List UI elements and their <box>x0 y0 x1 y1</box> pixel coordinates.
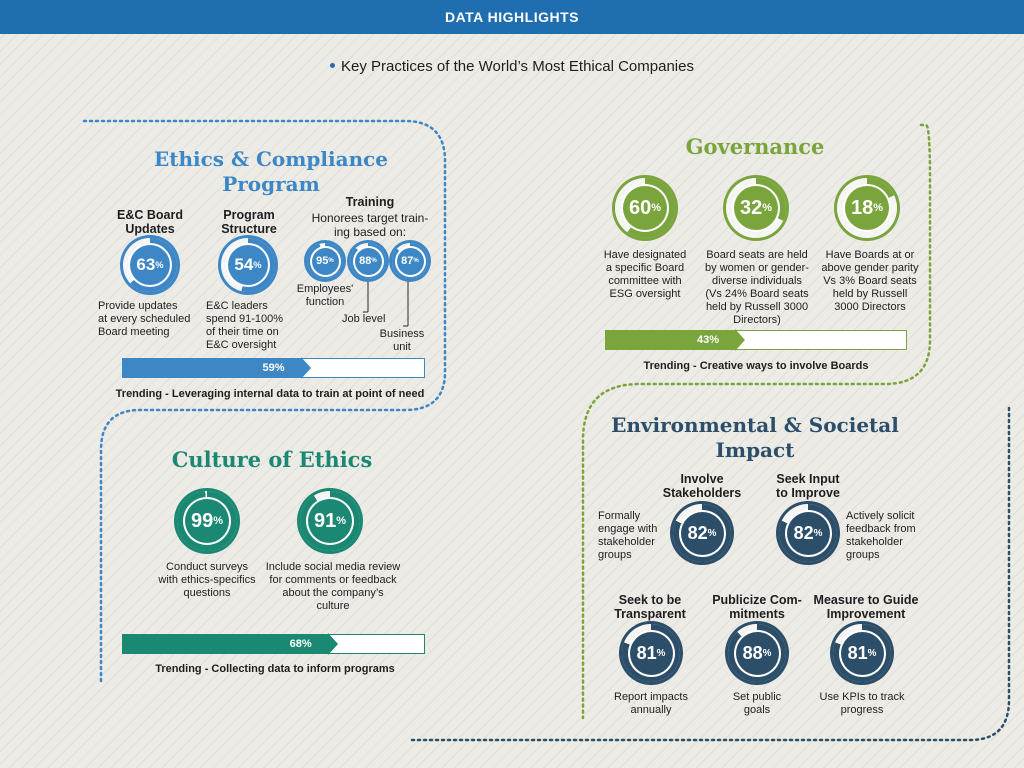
governance-parity-desc: Have Boards at or above gender parity Vs… <box>821 249 919 313</box>
culture-surveys-desc: Conduct surveys with ethics-specifics qu… <box>158 561 256 599</box>
ethics-trend-text: Trending - Leveraging internal data to t… <box>115 388 425 400</box>
culture-trend-bar: 68% <box>122 633 425 655</box>
governance-diverse-desc: Board seats are held by women or gender-… <box>705 249 809 326</box>
governance-diverse-ring: 32% <box>726 178 786 238</box>
publicize-desc: Set public goals <box>732 691 782 716</box>
governance-trend-bar: 43% <box>605 329 907 351</box>
env-frame <box>408 406 1011 742</box>
board-updates-heading: E&C Board Updates <box>117 208 183 236</box>
training-business-unit-ring: 87% <box>392 243 428 279</box>
stakeholders-heading: Involve Stakeholders <box>662 472 742 500</box>
training-job-level-label: Job level <box>342 313 386 325</box>
governance-parity-ring: 18% <box>837 178 897 238</box>
training-function-ring: 95% <box>307 243 343 279</box>
governance-frame <box>581 123 932 720</box>
env-section-title: Environmental & Societal Impact <box>611 413 899 462</box>
training-heading: Training <box>345 195 395 209</box>
ethics-frame <box>82 119 447 684</box>
governance-section-title: Governance <box>685 134 825 159</box>
culture-social-ring: 91% <box>300 491 360 551</box>
training-business-unit-label: Business unit <box>379 328 425 353</box>
governance-trend-fill: 43% <box>606 329 745 351</box>
header-title: DATA HIGHLIGHTS <box>444 9 579 25</box>
publicize-ring: 88% <box>728 624 786 682</box>
board-updates-ring: 63% <box>123 238 177 292</box>
page-subtitle: Key Practices of the World’s Most Ethica… <box>0 58 1024 75</box>
training-subheading: Honorees target train- ing based on: <box>311 211 429 239</box>
stakeholders-desc: Formally engage with stakeholder groups <box>598 510 658 561</box>
measure-desc: Use KPIs to track progress <box>819 691 905 716</box>
culture-trend-fill: 68% <box>123 633 338 655</box>
ethics-trend-bar: 59% <box>122 357 425 379</box>
transparent-desc: Report impacts annually <box>614 691 688 716</box>
seek-input-ring: 82% <box>779 504 837 562</box>
culture-section-title: Culture of Ethics <box>171 447 373 472</box>
publicize-heading: Publicize Com- mitments <box>712 593 802 621</box>
header-bar: DATA HIGHLIGHTS <box>0 0 1024 34</box>
ethics-trend-fill: 59% <box>123 357 311 379</box>
culture-trend-text: Trending - Collecting data to inform pro… <box>155 663 395 675</box>
measure-heading: Measure to Guide Improvement <box>813 593 919 621</box>
program-structure-desc: E&C leaders spend 91-100% of their time … <box>206 300 284 351</box>
training-job-level-ring: 88% <box>350 243 386 279</box>
training-function-label: Employees' function <box>296 283 354 308</box>
governance-esg-ring: 60% <box>615 178 675 238</box>
seek-input-heading: Seek Input to Improve <box>776 472 840 500</box>
stakeholders-ring: 82% <box>673 504 731 562</box>
ethics-section-title: Ethics & Compliance Program <box>153 147 389 196</box>
board-updates-desc: Provide updates at every scheduled Board… <box>98 300 191 338</box>
transparent-ring: 81% <box>622 624 680 682</box>
culture-social-desc: Include social media review for comments… <box>265 561 401 612</box>
transparent-heading: Seek to be Transparent <box>614 593 686 621</box>
program-structure-ring: 54% <box>221 238 275 292</box>
governance-esg-desc: Have designated a specific Board committ… <box>603 249 687 300</box>
culture-surveys-ring: 99% <box>177 491 237 551</box>
measure-ring: 81% <box>833 624 891 682</box>
seek-input-desc: Actively solicit feedback from stakehold… <box>846 510 916 561</box>
bullet-icon <box>330 62 336 68</box>
governance-trend-text: Trending - Creative ways to involve Boar… <box>643 360 869 372</box>
program-structure-heading: Program Structure <box>221 208 277 236</box>
